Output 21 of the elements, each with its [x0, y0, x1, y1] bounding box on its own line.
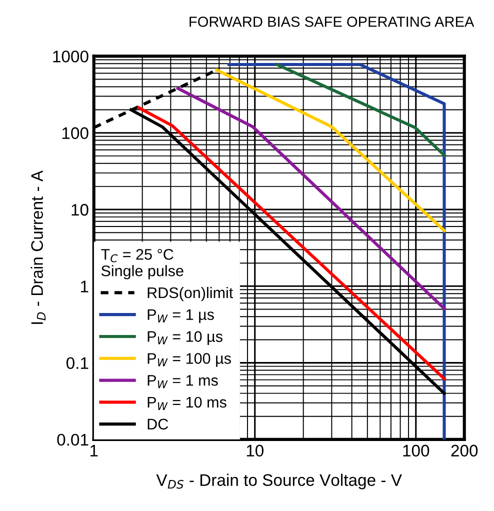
- y-tick-label: 1000: [53, 50, 88, 62]
- y-axis-title: I$_{D}$ - Drain Current - A: [30, 170, 46, 324]
- x-axis-title: V$_{DS}$ - Drain to Source Voltage - V: [156, 474, 402, 490]
- legend-label: P$_{W}$ = 10 ms: [148, 396, 226, 410]
- y-tick-label: 1: [81, 280, 88, 292]
- x-tick-label: 200: [451, 444, 478, 457]
- y-tick-label: 10: [72, 204, 88, 216]
- legend-label: P$_{W}$ = 10 µs: [148, 331, 222, 345]
- x-tick-label: 10: [246, 444, 264, 457]
- y-tick-label: 100: [62, 127, 88, 140]
- legend-title: T$_{C}$ = 25 °C Single pulse: [101, 248, 184, 280]
- x-tick-label: 100: [403, 444, 430, 457]
- legend-label: P$_{W}$ = 1 µs: [148, 309, 214, 324]
- legend-label: RDS(on)limit: [148, 286, 234, 302]
- y-tick-label: 0.01: [57, 434, 88, 446]
- x-tick-label: 1: [90, 444, 98, 456]
- legend-label: P$_{W}$ = 100 µs: [148, 353, 231, 367]
- y-tick-label: 0.1: [66, 357, 88, 370]
- chart-title: FORWARD BIAS SAFE OPERATING AREA: [190, 16, 474, 27]
- legend-label: P$_{W}$ = 1 ms: [148, 375, 218, 388]
- legend-label: DC: [148, 418, 168, 430]
